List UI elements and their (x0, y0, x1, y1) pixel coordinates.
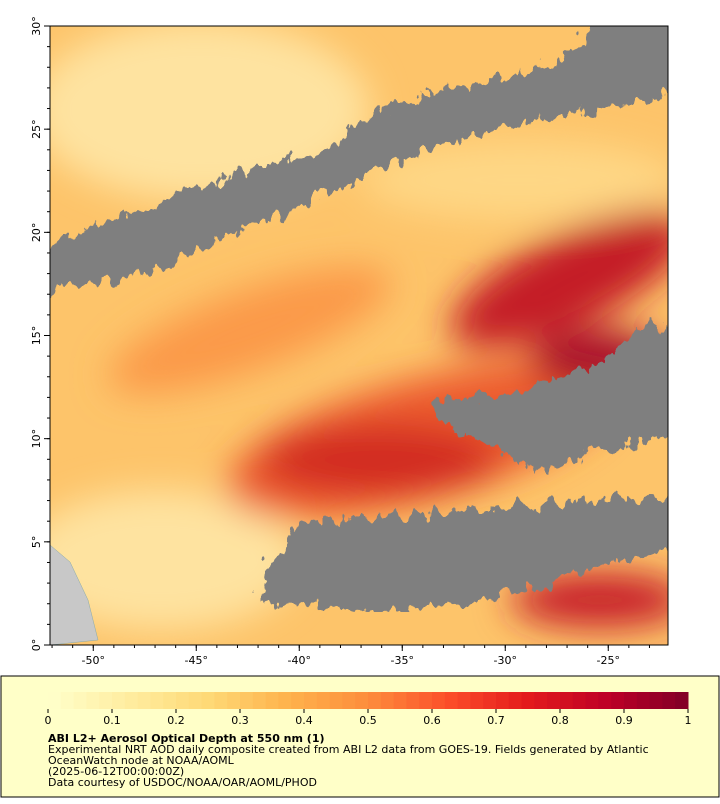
caption-line: Experimental NRT AOD daily composite cre… (48, 743, 649, 756)
y-tick-label: 5° (30, 536, 43, 549)
caption-line: (2025-06-12T00:00:00Z) (48, 765, 184, 778)
colorbar-segment (457, 692, 471, 709)
x-tick-label: -45° (185, 654, 208, 667)
colorbar-segment (662, 692, 676, 709)
colorbar-tick-label: 0.8 (551, 714, 569, 727)
x-tick-label: -35° (391, 654, 414, 667)
x-tick-label: -30° (494, 654, 517, 667)
colorbar-segment (188, 692, 203, 709)
map-image (50, 26, 668, 645)
colorbar-tick-label: 0.5 (359, 714, 377, 727)
colorbar-tick-label: 0.4 (295, 714, 313, 727)
y-tick-label: 0° (30, 639, 43, 652)
colorbar-segment (176, 692, 190, 709)
colorbar-segment (73, 692, 87, 709)
colorbar-tick-label: 0.7 (487, 714, 505, 727)
colorbar-segment (163, 692, 177, 709)
colorbar-tick-label: 0.9 (615, 714, 633, 727)
colorbar-segment (624, 692, 638, 709)
caption-title: ABI L2+ Aerosol Optical Depth at 550 nm … (48, 732, 325, 745)
colorbar-segment (432, 692, 446, 709)
colorbar-segment (470, 692, 484, 709)
colorbar-tick-label: 1 (685, 714, 692, 727)
colorbar-segment (265, 692, 279, 709)
colorbar-segment (585, 692, 599, 709)
caption-line: Data courtesy of USDOC/NOAA/OAR/AOML/PHO… (48, 776, 317, 789)
colorbar-segment (572, 692, 587, 709)
colorbar-segment (227, 692, 241, 709)
colorbar: 0 0.1 0.2 0.3 0.4 0.5 0.6 0.7 0.8 0.9 1 (45, 692, 692, 727)
colorbar-segment (393, 692, 407, 709)
colorbar-segment (214, 692, 228, 709)
y-tick-label: 10° (30, 429, 43, 449)
colorbar-segment (419, 692, 433, 709)
colorbar-segment (380, 692, 395, 709)
colorbar-segment (60, 692, 75, 709)
colorbar-segment (444, 692, 459, 709)
colorbar-segment (483, 692, 497, 709)
x-tick-label: -40° (288, 654, 311, 667)
colorbar-segment (316, 692, 331, 709)
colorbar-segment (675, 692, 689, 709)
colorbar-tick-label: 0.2 (167, 714, 185, 727)
colorbar-segment (99, 692, 113, 709)
colorbar-segment (636, 692, 651, 709)
colorbar-segment (649, 692, 663, 709)
y-tick-label: 30° (30, 16, 43, 36)
axes: -50° -45° -40° -35° -30° -25° 0° 5° 10° 15° 20° 25°… (30, 16, 650, 667)
colorbar-segment (342, 692, 356, 709)
colorbar-segment (86, 692, 100, 709)
colorbar-segment (534, 692, 548, 709)
x-tick-label: -50° (82, 654, 105, 667)
colorbar-segment (508, 692, 523, 709)
colorbar-tick-label: 0.3 (231, 714, 249, 727)
colorbar-tick-label: 0.1 (103, 714, 121, 727)
colorbar-segment (496, 692, 510, 709)
x-tick-label: -25° (597, 654, 620, 667)
colorbar-segment (201, 692, 215, 709)
y-tick-label: 15° (30, 326, 43, 346)
colorbar-segment (150, 692, 164, 709)
colorbar-segment (368, 692, 382, 709)
y-tick-label: 20° (30, 223, 43, 243)
colorbar-segment (112, 692, 126, 709)
caption-line: OceanWatch node at NOAA/AOML (48, 754, 235, 767)
colorbar-tick-label: 0 (45, 714, 52, 727)
colorbar-segment (124, 692, 139, 709)
colorbar-segment (252, 692, 267, 709)
colorbar-segment (406, 692, 420, 709)
colorbar-segment (278, 692, 292, 709)
colorbar-segment (547, 692, 561, 709)
colorbar-segment (240, 692, 254, 709)
colorbar-segment (560, 692, 574, 709)
colorbar-segment (598, 692, 612, 709)
colorbar-segment (137, 692, 151, 709)
colorbar-segment (329, 692, 343, 709)
colorbar-tick-label: 0.6 (423, 714, 441, 727)
colorbar-segment (291, 692, 305, 709)
colorbar-segment (304, 692, 318, 709)
y-tick-label: 25° (30, 119, 43, 139)
colorbar-segment (355, 692, 369, 709)
colorbar-segment (521, 692, 535, 709)
colorbar-segment (611, 692, 625, 709)
colorbar-segment (48, 692, 62, 709)
